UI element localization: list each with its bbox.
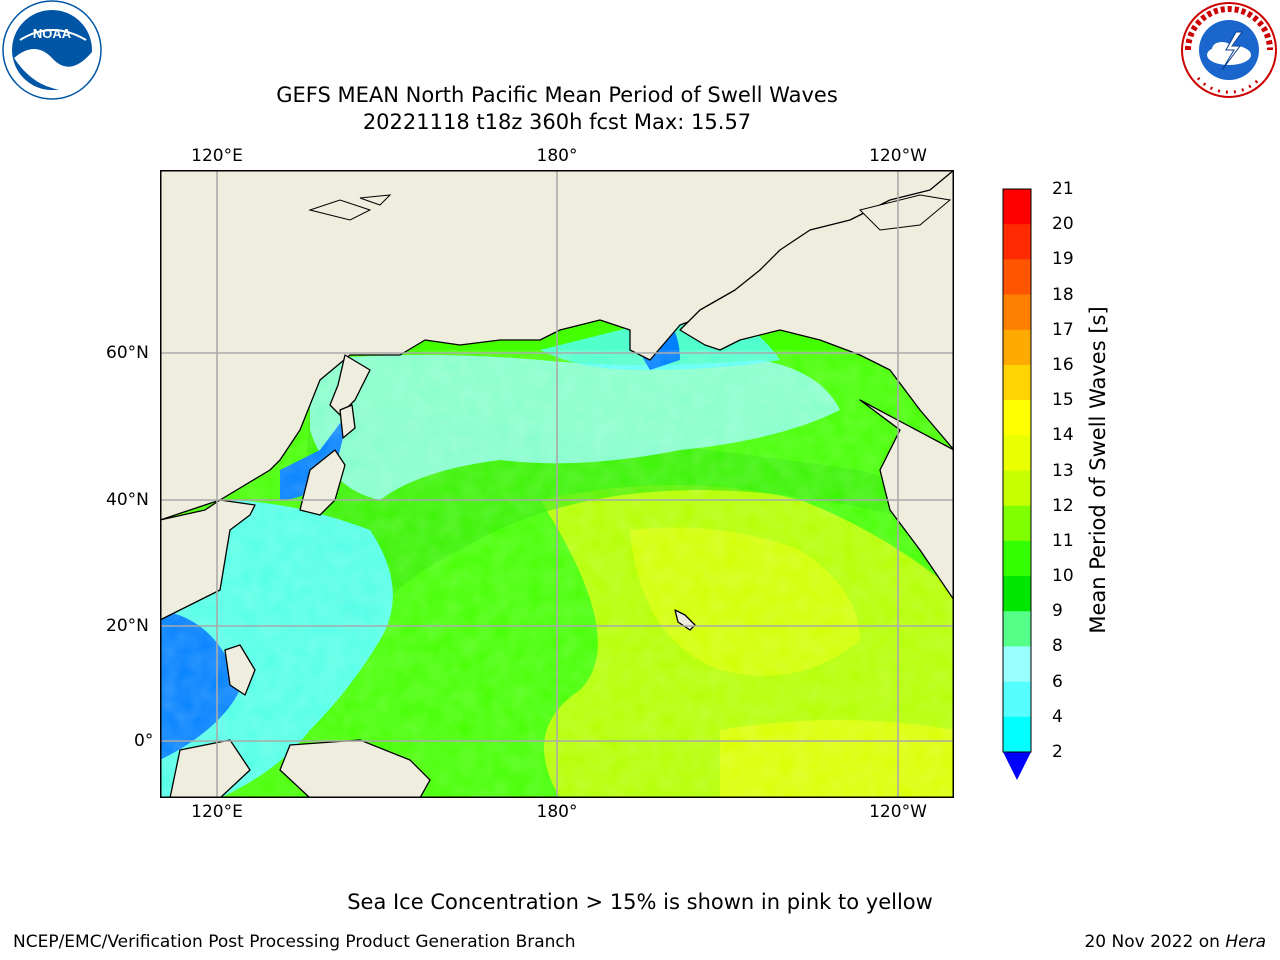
colorbar-tick-21: 21 [1052,179,1074,199]
colorbar-block-8-9 [1003,611,1031,647]
nws-logo [1181,2,1277,98]
colorbar-tick-13: 13 [1052,460,1074,481]
footer-credit: NCEP/EMC/Verification Post Processing Pr… [13,932,576,952]
colorbar-tick-19: 19 [1052,249,1074,270]
chart-subtitle: 20221118 t18z 360h fcst Max: 15.57 [362,110,752,134]
lon-label-top-120e: 120°E [191,146,243,166]
land-hawaii [674,609,696,631]
noaa-logo-text: NOAA [33,26,72,41]
footer-host: Hera [1225,932,1266,952]
colorbar [1002,188,1032,780]
colorbar-block-13-14 [1003,435,1031,471]
colorbar-block-20-21 [1003,189,1031,225]
colorbar-tick-4: 4 [1052,706,1063,727]
lat-label-20n: 20°N [106,616,149,636]
colorbar-extend-triangle [1003,752,1031,780]
chart-title: GEFS MEAN North Pacific Mean Period of S… [276,83,838,107]
colorbar-tick-6: 6 [1052,671,1063,692]
land-china-korea [160,499,256,621]
noaa-logo: NOAA [2,0,102,100]
lat-label-60n: 60°N [106,343,149,363]
colorbar-block-10-11 [1003,540,1031,577]
land-arctic-island [359,194,392,206]
lon-label-bottom-120e: 120°E [191,802,243,822]
colorbar-tick-16: 16 [1052,354,1074,375]
colorbar-block-15-16 [1003,364,1031,401]
colorbar-label: Mean Period of Swell Waves [s] [1086,306,1110,634]
colorbar-block-6-8 [1003,646,1031,683]
land-philippines [224,644,256,696]
colorbar-block-11-12 [1003,505,1031,542]
land-new-guinea [279,739,431,798]
footer-date-text: 20 Nov 2022 on [1084,932,1220,952]
land-canadian-archipelago [859,194,952,231]
colorbar-block-16-17 [1003,329,1031,366]
colorbar-tick-9: 9 [1052,601,1063,622]
lon-label-top-180: 180° [536,146,578,166]
colorbar-block-19-20 [1003,224,1031,260]
colorbar-block-12-13 [1003,470,1031,507]
colorbar-block-9-10 [1003,576,1031,612]
colorbar-tick-2: 2 [1052,742,1063,762]
colorbar-border [1002,188,1032,753]
colorbar-block-2-4 [1003,716,1031,753]
colorbar-tick-20: 20 [1052,214,1074,235]
lon-label-bottom-180: 180° [536,802,578,822]
colorbar-block-17-18 [1003,294,1031,331]
footer-date: 20 Nov 2022 on Hera [1084,932,1266,952]
colorbar-tick-11: 11 [1052,530,1074,551]
lat-label-40n: 40°N [106,490,149,510]
colorbar-tick-15: 15 [1052,390,1074,411]
colorbar-block-4-6 [1003,681,1031,718]
lon-label-bottom-120w: 120°W [869,802,927,822]
land-hokkaido [339,404,356,439]
colorbar-tick-14: 14 [1052,425,1074,446]
map-border [160,170,954,798]
lon-label-top-120w: 120°W [869,146,927,166]
colorbar-tick-17: 17 [1052,319,1074,340]
colorbar-tick-12: 12 [1052,495,1074,516]
swell-period-map [160,170,954,798]
colorbar-block-14-15 [1003,400,1031,436]
colorbar-tick-8: 8 [1052,636,1063,657]
lat-label-0: 0° [134,731,154,751]
colorbar-tick-18: 18 [1052,284,1074,305]
colorbar-tick-10: 10 [1052,566,1074,587]
colorbar-block-18-19 [1003,259,1031,296]
land-alaska-canada [679,170,954,451]
land-new-siberian-islands [308,199,372,221]
ice-note: Sea Ice Concentration > 15% is shown in … [347,890,933,914]
